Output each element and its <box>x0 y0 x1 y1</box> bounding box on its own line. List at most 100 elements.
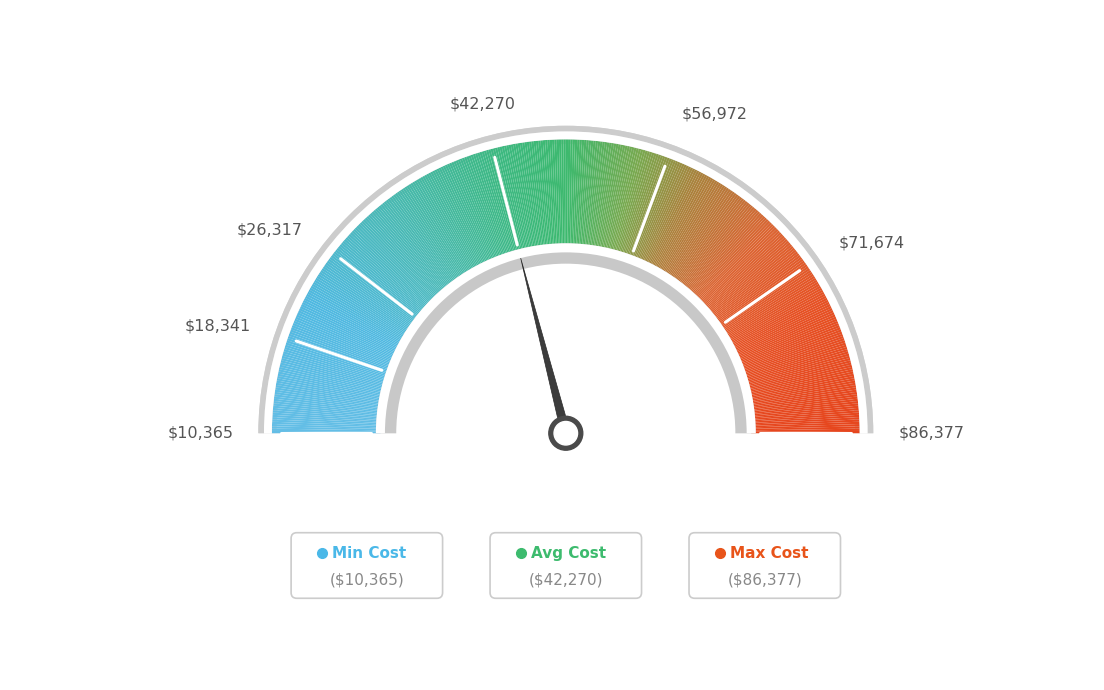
Wedge shape <box>484 150 516 255</box>
Wedge shape <box>751 403 859 416</box>
Wedge shape <box>456 160 498 262</box>
Wedge shape <box>649 170 699 268</box>
Wedge shape <box>751 417 859 424</box>
Wedge shape <box>715 261 805 326</box>
Wedge shape <box>667 186 728 278</box>
Wedge shape <box>320 270 412 331</box>
Wedge shape <box>302 299 401 351</box>
Wedge shape <box>435 169 485 268</box>
Wedge shape <box>581 140 591 248</box>
Wedge shape <box>749 385 856 404</box>
Wedge shape <box>735 313 835 358</box>
Wedge shape <box>298 310 397 357</box>
Wedge shape <box>373 210 445 293</box>
Wedge shape <box>509 144 531 251</box>
Wedge shape <box>301 302 400 352</box>
Wedge shape <box>747 378 854 400</box>
Wedge shape <box>470 155 507 258</box>
Wedge shape <box>276 385 383 404</box>
Wedge shape <box>284 349 389 382</box>
Wedge shape <box>438 167 487 266</box>
Wedge shape <box>726 286 821 342</box>
Wedge shape <box>291 325 393 366</box>
Wedge shape <box>657 177 711 272</box>
Wedge shape <box>744 353 849 384</box>
Wedge shape <box>751 420 860 426</box>
Wedge shape <box>436 168 486 267</box>
Wedge shape <box>332 253 420 321</box>
Wedge shape <box>751 415 859 423</box>
Wedge shape <box>443 166 489 265</box>
Wedge shape <box>733 308 832 355</box>
Wedge shape <box>713 255 800 322</box>
Wedge shape <box>538 141 550 248</box>
Wedge shape <box>636 161 678 262</box>
Wedge shape <box>272 426 381 431</box>
Wedge shape <box>511 144 532 251</box>
Wedge shape <box>274 394 382 410</box>
Wedge shape <box>401 189 463 280</box>
Wedge shape <box>440 166 488 266</box>
Wedge shape <box>592 142 609 250</box>
Wedge shape <box>541 140 551 248</box>
Wedge shape <box>408 184 468 277</box>
Wedge shape <box>602 145 625 252</box>
Wedge shape <box>750 392 857 408</box>
Wedge shape <box>683 206 753 290</box>
Wedge shape <box>724 282 819 339</box>
Wedge shape <box>749 387 857 406</box>
Wedge shape <box>520 143 539 250</box>
Wedge shape <box>497 147 524 253</box>
Wedge shape <box>384 201 453 288</box>
Wedge shape <box>652 173 705 270</box>
Wedge shape <box>535 141 549 249</box>
Wedge shape <box>288 336 391 373</box>
Wedge shape <box>574 139 582 248</box>
Wedge shape <box>622 153 657 257</box>
FancyBboxPatch shape <box>291 533 443 598</box>
Wedge shape <box>273 413 381 422</box>
Wedge shape <box>276 383 383 403</box>
Wedge shape <box>736 317 837 361</box>
Wedge shape <box>274 396 382 411</box>
Text: $86,377: $86,377 <box>899 426 964 441</box>
Wedge shape <box>743 344 847 379</box>
Wedge shape <box>347 235 428 310</box>
Wedge shape <box>499 146 526 253</box>
Wedge shape <box>619 152 652 256</box>
Wedge shape <box>308 290 404 344</box>
Wedge shape <box>722 274 814 334</box>
Wedge shape <box>582 141 594 248</box>
Wedge shape <box>750 394 858 410</box>
Wedge shape <box>745 360 851 388</box>
Wedge shape <box>747 371 853 395</box>
Wedge shape <box>700 230 781 306</box>
Wedge shape <box>300 306 399 354</box>
Wedge shape <box>742 342 846 377</box>
Wedge shape <box>274 401 382 414</box>
Wedge shape <box>735 315 836 359</box>
Wedge shape <box>368 215 442 296</box>
Wedge shape <box>639 164 684 264</box>
Wedge shape <box>382 202 452 288</box>
Polygon shape <box>521 258 569 444</box>
Wedge shape <box>447 164 492 264</box>
Wedge shape <box>744 351 849 383</box>
Wedge shape <box>279 367 385 393</box>
Wedge shape <box>433 170 482 268</box>
Wedge shape <box>272 422 381 427</box>
Wedge shape <box>328 259 416 324</box>
Wedge shape <box>286 340 390 376</box>
Wedge shape <box>513 144 534 251</box>
Wedge shape <box>572 139 577 248</box>
Wedge shape <box>290 327 393 368</box>
Wedge shape <box>630 157 670 260</box>
Wedge shape <box>556 139 562 248</box>
Wedge shape <box>277 144 854 433</box>
Wedge shape <box>280 362 386 390</box>
Wedge shape <box>650 171 701 268</box>
Wedge shape <box>687 210 758 293</box>
Wedge shape <box>746 364 852 391</box>
Wedge shape <box>421 177 475 272</box>
Wedge shape <box>428 172 480 269</box>
